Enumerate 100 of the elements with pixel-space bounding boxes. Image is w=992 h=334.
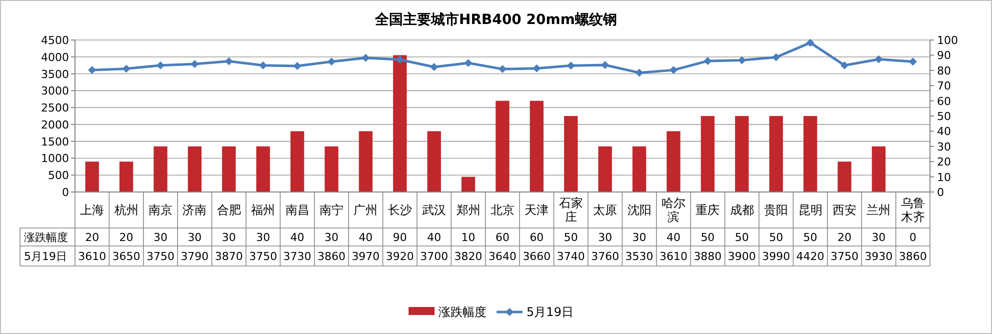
data-label: 30 <box>598 231 612 244</box>
x-tick-label: 福州 <box>251 203 276 217</box>
y-tick-label: 4000 <box>41 50 69 64</box>
data-label: 50 <box>734 231 749 244</box>
title: 全国主要城市HRB400 20mm螺纹钢 <box>375 12 617 28</box>
y2-tick-label: 10 <box>937 170 951 184</box>
x-tick-label: 南宁 <box>320 203 344 217</box>
x-tick-label: 兰州 <box>866 203 891 217</box>
data-label: 3790 <box>180 250 209 263</box>
x-tick-label: 广州 <box>354 203 378 217</box>
x-tick-label: 成都 <box>730 203 754 217</box>
data-label: 3820 <box>454 250 482 263</box>
x-tick-label: 贵阳 <box>764 203 788 217</box>
point <box>259 61 268 70</box>
data-label: 30 <box>188 231 202 244</box>
point <box>156 61 164 70</box>
x-tick-label: 哈尔滨 <box>662 196 686 224</box>
x-tick-label: 北京 <box>490 203 514 217</box>
data-label: 3740 <box>556 250 585 263</box>
data-label: 3930 <box>864 250 893 263</box>
y-tick-label: 4500 <box>41 34 69 47</box>
data-label: 50 <box>803 231 818 244</box>
data-label: 30 <box>632 231 646 244</box>
point <box>566 62 575 70</box>
point <box>464 58 472 67</box>
x-tick-label: 郑州 <box>456 203 480 217</box>
point <box>328 58 336 66</box>
text: 5月19日 <box>24 250 67 263</box>
point <box>704 56 712 65</box>
data-label: 3880 <box>694 250 722 263</box>
x-tick-label: 合肥 <box>216 203 241 217</box>
data-label: 20 <box>838 231 852 244</box>
legend-label: 涨跌幅度 <box>438 305 487 319</box>
y2-tick-label: 50 <box>937 110 951 123</box>
x-tick-label: 上海 <box>80 203 104 217</box>
x-tick-label: 南昌 <box>285 203 310 217</box>
point <box>532 64 541 72</box>
data-label: 40 <box>666 231 680 244</box>
data-label: 3700 <box>420 250 448 263</box>
point <box>772 53 780 62</box>
data-label: 40 <box>290 231 304 244</box>
data-label: 3870 <box>214 250 243 263</box>
point <box>806 38 814 47</box>
y-tick-label: 0 <box>62 186 69 199</box>
y-tick-label: 3500 <box>41 68 69 81</box>
data-label: 30 <box>154 231 168 244</box>
point <box>840 61 848 70</box>
y-tick-label: 2000 <box>41 118 69 132</box>
y2-tick-label: 60 <box>937 94 951 108</box>
data-label: 3610 <box>78 250 106 263</box>
point <box>430 63 438 72</box>
data-label: 3530 <box>625 250 654 263</box>
point <box>122 64 130 73</box>
point <box>224 57 233 66</box>
text: 涨跌幅度 <box>24 231 68 244</box>
point <box>670 66 678 74</box>
data-label: 50 <box>700 231 715 244</box>
point <box>293 62 302 70</box>
point <box>908 58 917 66</box>
x-tick-label: 西安 <box>832 203 856 217</box>
point <box>396 56 404 64</box>
x-tick-label: 重庆 <box>696 203 720 217</box>
data-label: 3900 <box>728 250 756 263</box>
data-label: 50 <box>564 231 578 244</box>
x-tick-label: 太原 <box>593 203 618 217</box>
data-label: 3610 <box>660 250 688 263</box>
data-label: 10 <box>461 231 476 244</box>
data-label: 50 <box>769 231 784 244</box>
x-tick-label: 昆明 <box>798 203 822 217</box>
y2-tick-label: 100 <box>937 34 958 47</box>
data-label: 3970 <box>352 250 380 263</box>
y2-tick-label: 90 <box>937 49 951 62</box>
data-label: 30 <box>222 231 236 244</box>
data-label: 90 <box>392 231 407 244</box>
data-label: 3750 <box>146 250 174 263</box>
data-label: 60 <box>496 231 510 244</box>
y2-tick-label: 40 <box>937 125 951 138</box>
point <box>498 65 506 74</box>
x-tick-label: 天津 <box>524 203 549 217</box>
data-label: 30 <box>324 231 338 244</box>
point <box>190 60 199 68</box>
data-label: 3750 <box>249 250 278 263</box>
y2-tick-label: 20 <box>937 156 951 169</box>
point <box>738 56 746 64</box>
data-label: 3860 <box>898 250 927 263</box>
y-tick-label: 3000 <box>41 84 69 98</box>
y-tick-label: 1500 <box>41 135 69 148</box>
data-label: 3990 <box>762 250 790 263</box>
data-label: 40 <box>427 231 442 244</box>
data-label: 20 <box>119 231 134 244</box>
point <box>874 55 883 64</box>
y-tick-label: 1000 <box>41 152 69 166</box>
data-label: 3660 <box>522 250 551 263</box>
point <box>601 60 610 69</box>
x-tick-label: 石家庄 <box>558 196 583 224</box>
x-tick-label: 杭州 <box>113 203 138 217</box>
data-label: 0 <box>909 231 916 244</box>
data-label: 3860 <box>318 250 346 263</box>
data-label: 3640 <box>488 250 516 263</box>
data-label: 20 <box>85 231 100 244</box>
